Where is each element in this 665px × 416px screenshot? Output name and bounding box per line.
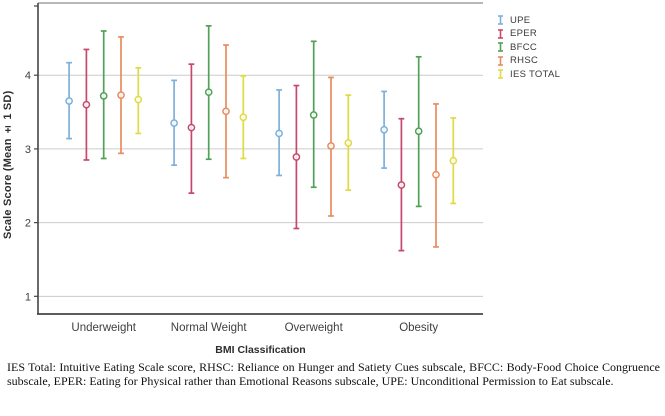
error-bar xyxy=(65,61,73,140)
category-label: Normal Weight xyxy=(171,322,248,334)
error-bar xyxy=(239,75,248,160)
legend-item: BFCC xyxy=(497,41,560,53)
error-bar xyxy=(275,89,283,177)
category-label: Obesity xyxy=(399,322,438,334)
mean-marker xyxy=(397,181,406,189)
error-bar xyxy=(292,84,301,230)
mean-marker xyxy=(65,97,73,105)
legend-label: IES TOTAL xyxy=(510,68,561,80)
legend-label: UPE xyxy=(510,14,531,26)
category-label: Underweight xyxy=(71,322,136,334)
figure-caption: IES Total: Intuitive Eating Scale score,… xyxy=(7,360,660,388)
legend-label: EPER xyxy=(510,28,538,39)
error-bar xyxy=(397,117,406,252)
mean-marker xyxy=(344,139,353,147)
y-axis-title: Scale Score (Mean ± 1 SD) xyxy=(2,90,14,240)
legend-item: RHSC xyxy=(497,55,560,66)
errorbar-icon xyxy=(498,28,503,39)
errorbar-icon xyxy=(498,55,503,66)
mean-marker xyxy=(134,95,143,104)
error-bar xyxy=(204,24,213,161)
error-bar xyxy=(99,30,108,160)
error-bar xyxy=(82,48,91,161)
y-tick-label: 2 xyxy=(25,218,31,230)
error-bar xyxy=(187,63,196,194)
error-bar xyxy=(414,55,423,208)
plot-svg: 1 2 3 4 Underweight Normal Weight Overweight Ob… xyxy=(25,2,483,334)
mean-marker xyxy=(204,88,213,97)
legend: UPE EPER BFCC RHSC IES TOTAL xyxy=(497,14,561,80)
errorbar-icon xyxy=(498,69,503,79)
category-label: Overweight xyxy=(285,322,344,334)
errorbar-icon xyxy=(498,15,503,25)
error-bar xyxy=(170,79,178,166)
y-tick-label: 3 xyxy=(25,144,31,156)
mean-marker xyxy=(432,170,440,179)
mean-marker xyxy=(222,107,230,116)
mean-marker xyxy=(292,153,301,161)
mean-marker xyxy=(327,142,335,150)
mean-marker xyxy=(187,123,196,132)
errorbar-icon xyxy=(498,42,503,52)
legend-label: BFCC xyxy=(510,41,538,53)
error-bar xyxy=(380,90,388,169)
mean-marker xyxy=(414,127,423,136)
error-bar xyxy=(449,117,458,205)
mean-marker xyxy=(99,92,108,100)
error-bar xyxy=(117,36,125,155)
error-bar xyxy=(344,94,353,192)
mean-marker xyxy=(117,91,125,99)
mean-marker xyxy=(380,125,388,134)
mean-marker xyxy=(275,129,283,138)
errorbar-chart: 1 2 3 4 Underweight Normal Weight Overweight Ob… xyxy=(2,2,561,356)
error-bar xyxy=(327,76,335,217)
y-tick-label: 1 xyxy=(25,291,31,303)
mean-marker xyxy=(309,111,318,119)
y-tick-label: 4 xyxy=(25,70,31,82)
legend-item: IES TOTAL xyxy=(497,68,561,80)
error-bar xyxy=(134,67,143,135)
error-bar xyxy=(432,103,440,248)
legend-item: UPE xyxy=(497,14,560,26)
mean-marker xyxy=(449,156,458,165)
x-axis-title: BMI Classification xyxy=(215,344,306,356)
mean-marker xyxy=(82,100,91,109)
legend-item: EPER xyxy=(497,28,560,39)
error-bar xyxy=(309,40,318,189)
mean-marker xyxy=(239,113,248,122)
mean-marker xyxy=(170,119,178,127)
error-bar xyxy=(222,44,230,179)
legend-label: RHSC xyxy=(510,55,539,66)
